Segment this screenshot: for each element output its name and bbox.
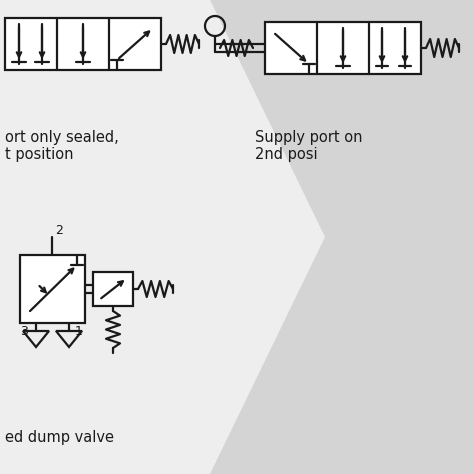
Bar	[20, 255, 85, 323]
Text: 2: 2	[55, 224, 63, 237]
Text: Supply port on
2nd posi: Supply port on 2nd posi	[255, 130, 363, 163]
Text: 1: 1	[75, 325, 83, 338]
Polygon shape	[210, 0, 474, 474]
Text: ort only sealed,
t position: ort only sealed, t position	[5, 130, 119, 163]
Bar	[265, 22, 421, 74]
Text: 3: 3	[20, 325, 28, 338]
Bar	[93, 272, 133, 306]
Bar	[5, 18, 161, 70]
Text: ed dump valve: ed dump valve	[5, 430, 114, 445]
